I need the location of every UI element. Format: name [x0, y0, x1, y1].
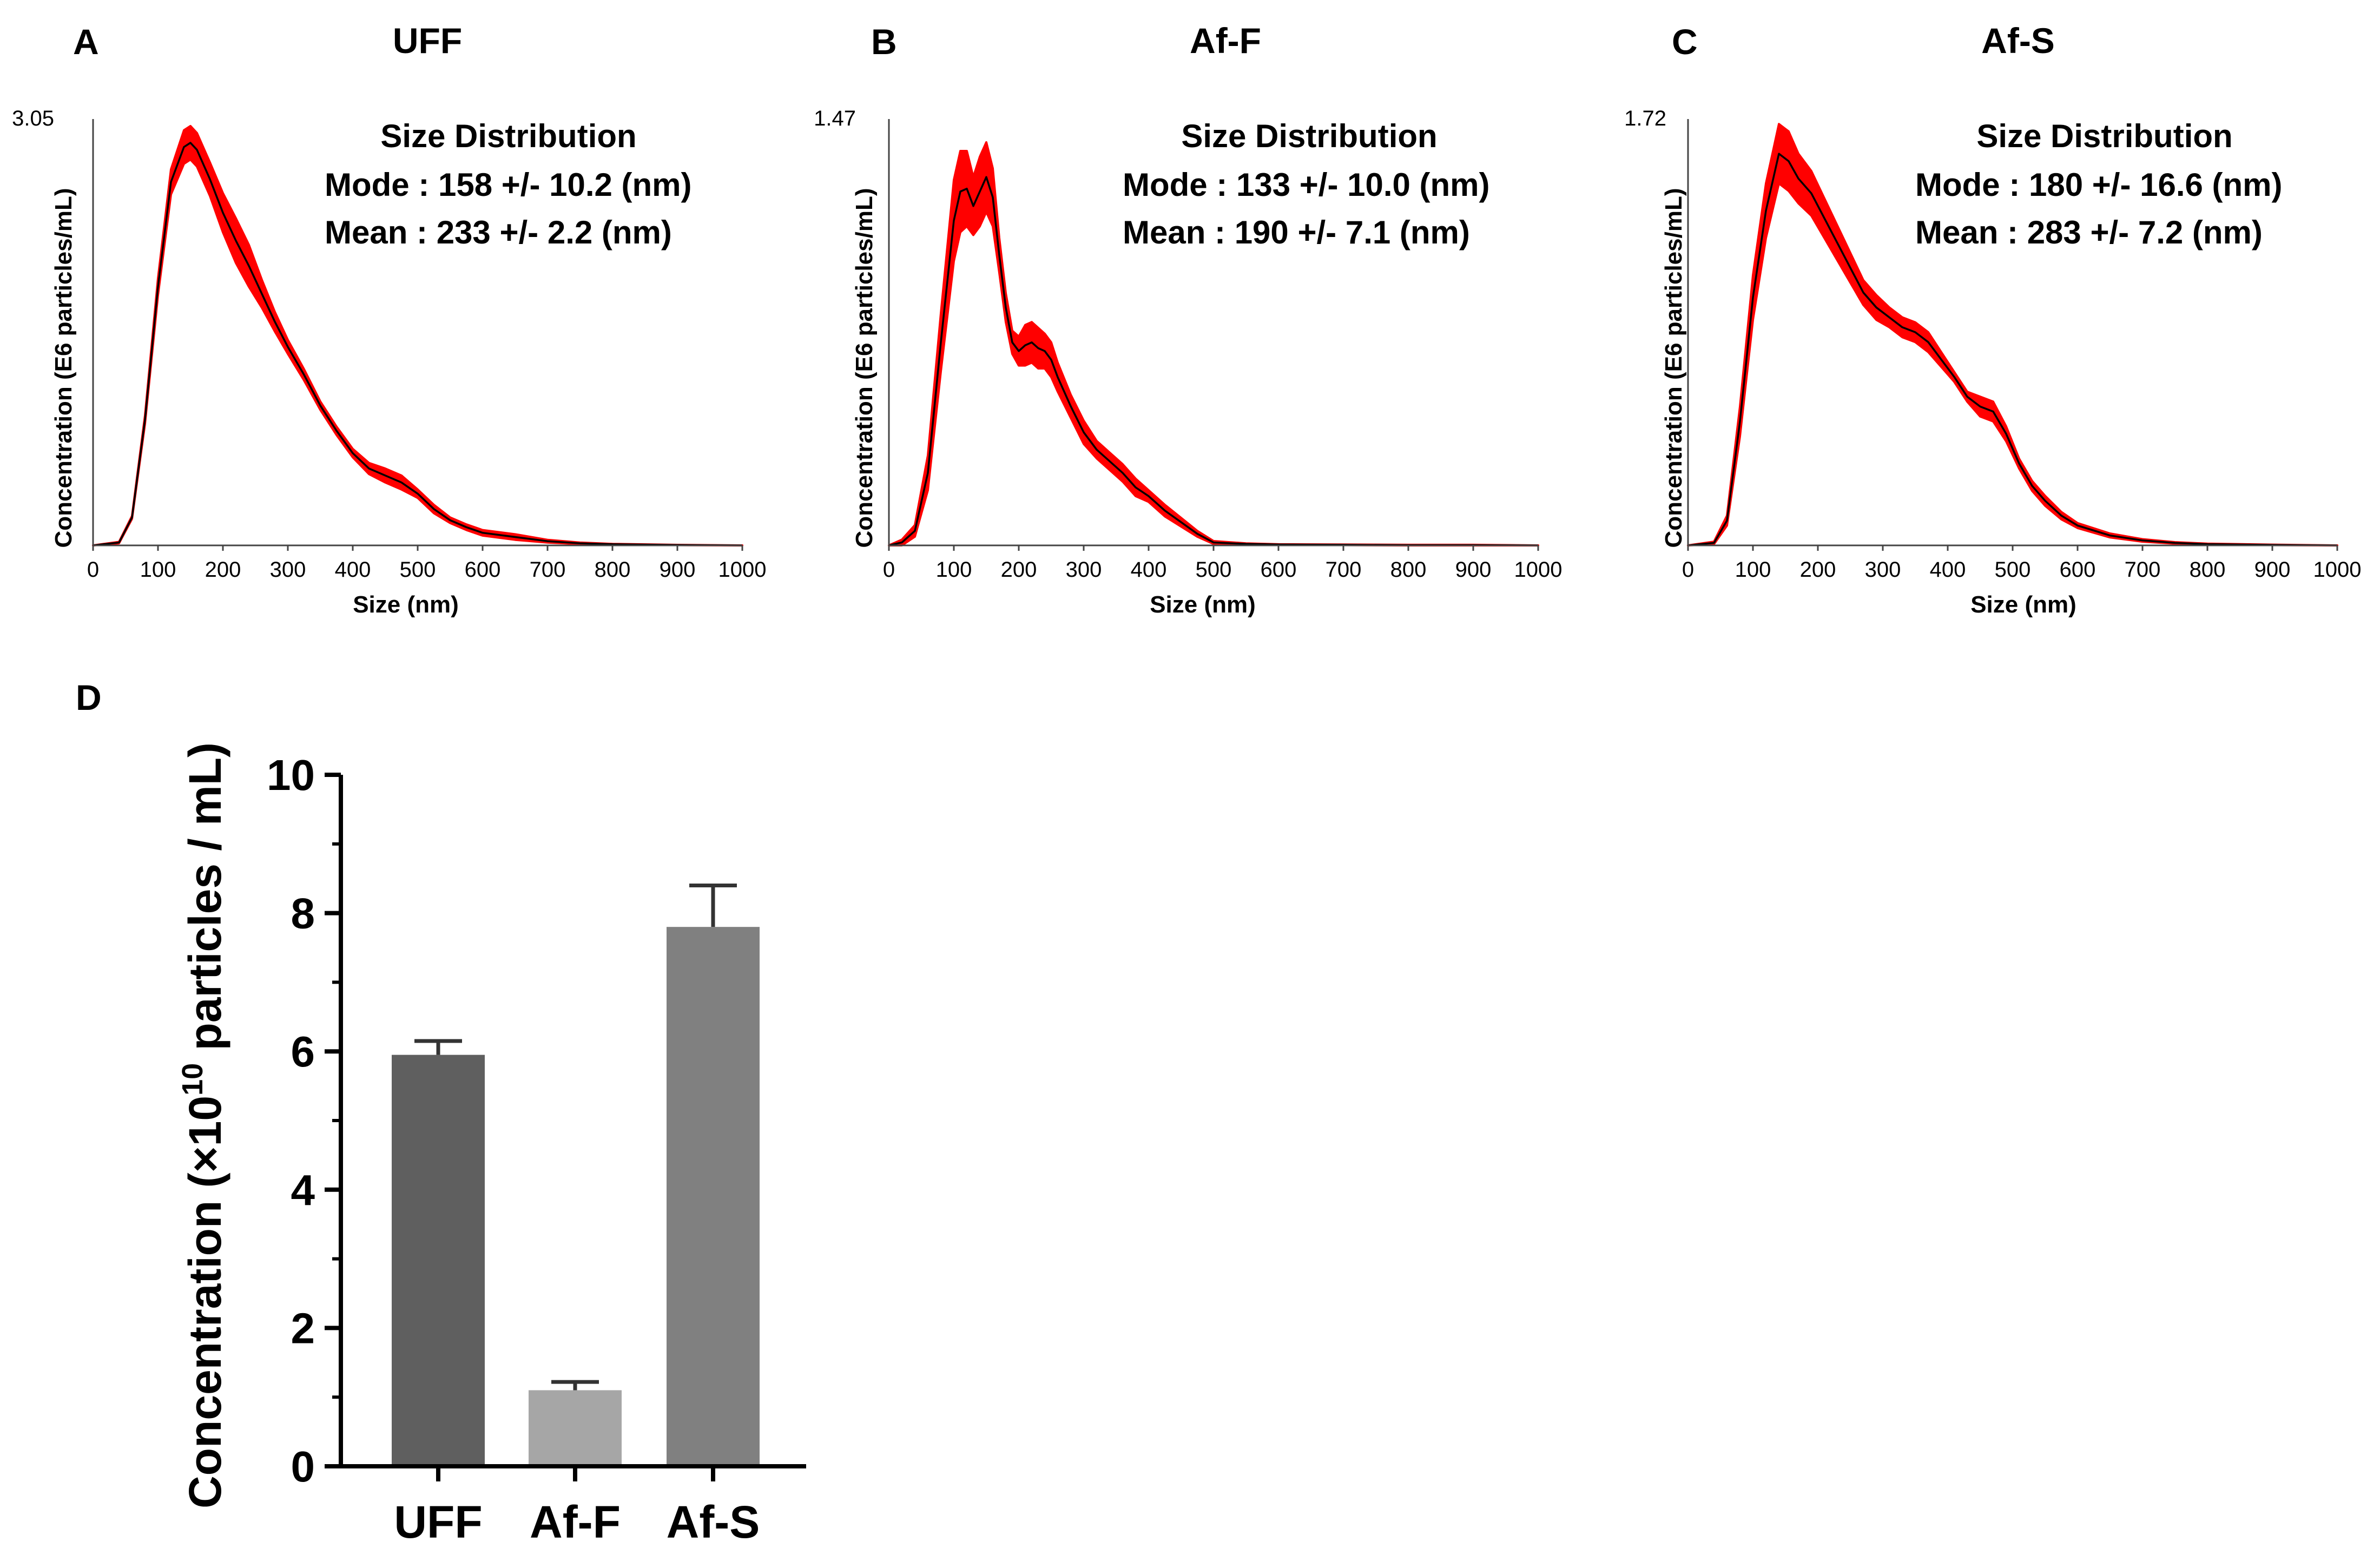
x-tick-label: 300: [1066, 558, 1102, 582]
panel-c-mean-line: [1687, 153, 2338, 546]
x-tick-label: 900: [2254, 558, 2291, 582]
panel-b: B Af-F 1.47 Concentration (E6 particles/…: [814, 21, 1562, 618]
panel-b-title: Af-F: [1190, 21, 1261, 61]
x-tick-label: 600: [1261, 558, 1297, 582]
panel-c-annotation-title: Size Distribution: [1976, 118, 2232, 154]
panel-a-y-axis-label: Concentration (E6 particles/mL): [50, 188, 77, 548]
panel-d: D Concentration (×1010 particles / mL) 0…: [76, 677, 806, 1547]
panel-b-ymax-label: 1.47: [814, 107, 856, 130]
panel-letter-b: B: [871, 22, 897, 62]
x-tick-label: 300: [270, 558, 306, 582]
x-tick-label: 600: [2060, 558, 2096, 582]
category-label: UFF: [394, 1497, 482, 1547]
bar-af-f: [529, 1390, 622, 1466]
x-tick-label: 700: [530, 558, 566, 582]
x-tick-label: 1000: [718, 558, 767, 582]
x-tick-label: 300: [1865, 558, 1901, 582]
x-tick-label: 100: [140, 558, 176, 582]
x-tick-label: 1000: [1514, 558, 1563, 582]
x-tick-label: 900: [1455, 558, 1492, 582]
panel-c-x-axis-label: Size (nm): [1970, 591, 2076, 618]
x-tick-label: 400: [335, 558, 371, 582]
panel-a-annotation-mean: Mean : 233 +/- 2.2 (nm): [325, 214, 672, 251]
bar-af-s: [667, 927, 760, 1466]
panel-b-annotation-mode: Mode : 133 +/- 10.0 (nm): [1123, 167, 1490, 203]
panel-c-annotation-mode: Mode : 180 +/- 16.6 (nm): [1915, 167, 2283, 203]
x-tick-label: 700: [1326, 558, 1362, 582]
x-tick-label: 700: [2125, 558, 2161, 582]
panel-a-title: UFF: [393, 21, 462, 61]
x-tick-label: 500: [1196, 558, 1232, 582]
x-tick-label: 500: [1995, 558, 2031, 582]
panel-c-x-ticks: 0 100 200 300 400 500 600 700 800 900 1000: [1682, 545, 2362, 582]
panel-a: A UFF 3.05 Concentration (E6 particles/m…: [12, 21, 766, 618]
x-tick-label: 800: [2190, 558, 2226, 582]
x-tick-label: 200: [205, 558, 241, 582]
panel-c-y-axis-label: Concentration (E6 particles/mL): [1660, 188, 1687, 548]
category-label: Af-S: [667, 1497, 760, 1547]
x-tick-label: 100: [1735, 558, 1771, 582]
panel-b-x-axis-label: Size (nm): [1150, 591, 1256, 618]
x-tick-label: 1000: [2313, 558, 2362, 582]
y-tick-label: 8: [291, 890, 315, 938]
panel-a-x-ticks: 0 100 200 300 400 500 600 700 800 900 1000: [87, 545, 767, 582]
x-tick-label: 400: [1131, 558, 1167, 582]
panel-d-x-axis: UFF Af-F Af-S: [339, 1464, 806, 1547]
x-tick-label: 0: [883, 558, 895, 582]
panel-b-annotation-mean: Mean : 190 +/- 7.1 (nm): [1123, 214, 1470, 251]
panel-c-title: Af-S: [1981, 21, 2055, 61]
x-tick-label: 100: [936, 558, 972, 582]
x-tick-label: 200: [1001, 558, 1037, 582]
panel-a-ymax-label: 3.05: [12, 107, 54, 130]
category-label: Af-F: [530, 1497, 621, 1547]
x-tick-label: 0: [87, 558, 99, 582]
x-tick-label: 200: [1800, 558, 1836, 582]
panel-a-annotation-mode: Mode : 158 +/- 10.2 (nm): [325, 167, 692, 203]
panel-c: C Af-S 1.72 Concentration (E6 particles/…: [1624, 21, 2361, 618]
panel-letter-a: A: [73, 22, 99, 62]
y-tick-label: 10: [267, 751, 315, 799]
panel-b-annotation-title: Size Distribution: [1181, 118, 1437, 154]
panel-a-x-axis-label: Size (nm): [353, 591, 459, 618]
panel-d-y-axis: 0 2 4 6 8 10: [267, 751, 343, 1491]
panel-c-annotation-mean: Mean : 283 +/- 7.2 (nm): [1915, 214, 2263, 251]
y-tick-label: 6: [291, 1027, 315, 1076]
panel-c-ymax-label: 1.72: [1624, 107, 1666, 130]
x-tick-label: 500: [400, 558, 436, 582]
y-tick-label: 0: [291, 1442, 315, 1491]
panel-a-mean-line: [93, 142, 743, 546]
x-tick-label: 600: [465, 558, 501, 582]
x-tick-label: 900: [660, 558, 696, 582]
panel-d-bars: [392, 883, 760, 1466]
x-tick-label: 400: [1930, 558, 1966, 582]
panel-letter-c: C: [1672, 22, 1698, 62]
y-tick-label: 4: [291, 1166, 315, 1214]
bar-uff: [392, 1055, 485, 1466]
panel-b-mean-line: [888, 176, 1539, 546]
panel-b-y-axis-label: Concentration (E6 particles/mL): [851, 188, 878, 548]
x-tick-label: 800: [595, 558, 631, 582]
x-tick-label: 800: [1390, 558, 1427, 582]
panel-d-y-axis-label: Concentration (×1010 particles / mL): [176, 742, 230, 1508]
panel-letter-d: D: [76, 677, 102, 717]
panel-a-annotation-title: Size Distribution: [380, 118, 636, 154]
x-tick-label: 0: [1682, 558, 1694, 582]
panel-b-x-ticks: 0 100 200 300 400 500 600 700 800 900 1000: [883, 545, 1563, 582]
y-tick-label: 2: [291, 1304, 315, 1352]
